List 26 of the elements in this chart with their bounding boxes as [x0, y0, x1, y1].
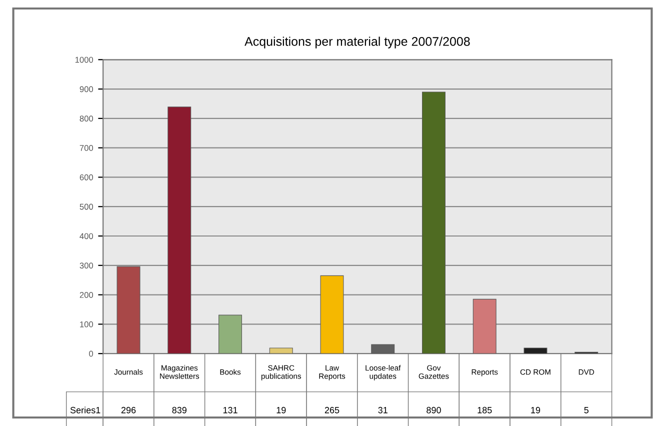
bar — [269, 348, 293, 354]
data-label: 296 — [121, 406, 136, 414]
data-label: 19 — [531, 406, 540, 414]
y-tick-label: 300 — [80, 262, 94, 268]
y-tick-label: 600 — [80, 174, 94, 180]
y-tick-label: 100 — [80, 321, 94, 328]
data-label: 839 — [172, 406, 186, 414]
y-tick-label: 200 — [80, 292, 94, 298]
bar — [524, 348, 548, 354]
y-tick-label: 700 — [80, 145, 94, 151]
data-label: 19 — [276, 406, 286, 414]
chart-title: Acquisitions per material type 2007/2008 — [244, 36, 470, 48]
data-label: 31 — [378, 406, 388, 414]
y-tick-label: 400 — [80, 233, 94, 240]
text: Series1 — [70, 406, 100, 414]
y-tick-label: 1000 — [75, 56, 94, 63]
y-tick-label: 900 — [80, 86, 94, 92]
data-label: 890 — [426, 406, 441, 414]
data-label: 131 — [223, 406, 238, 414]
y-tick-label: 0 — [89, 350, 94, 357]
data-label: 265 — [324, 406, 340, 414]
bar — [371, 344, 395, 354]
data-label: 5 — [584, 407, 588, 414]
y-tick-label: 800 — [80, 116, 94, 122]
data-label: 185 — [478, 406, 492, 414]
y-tick-label: 500 — [80, 204, 94, 210]
